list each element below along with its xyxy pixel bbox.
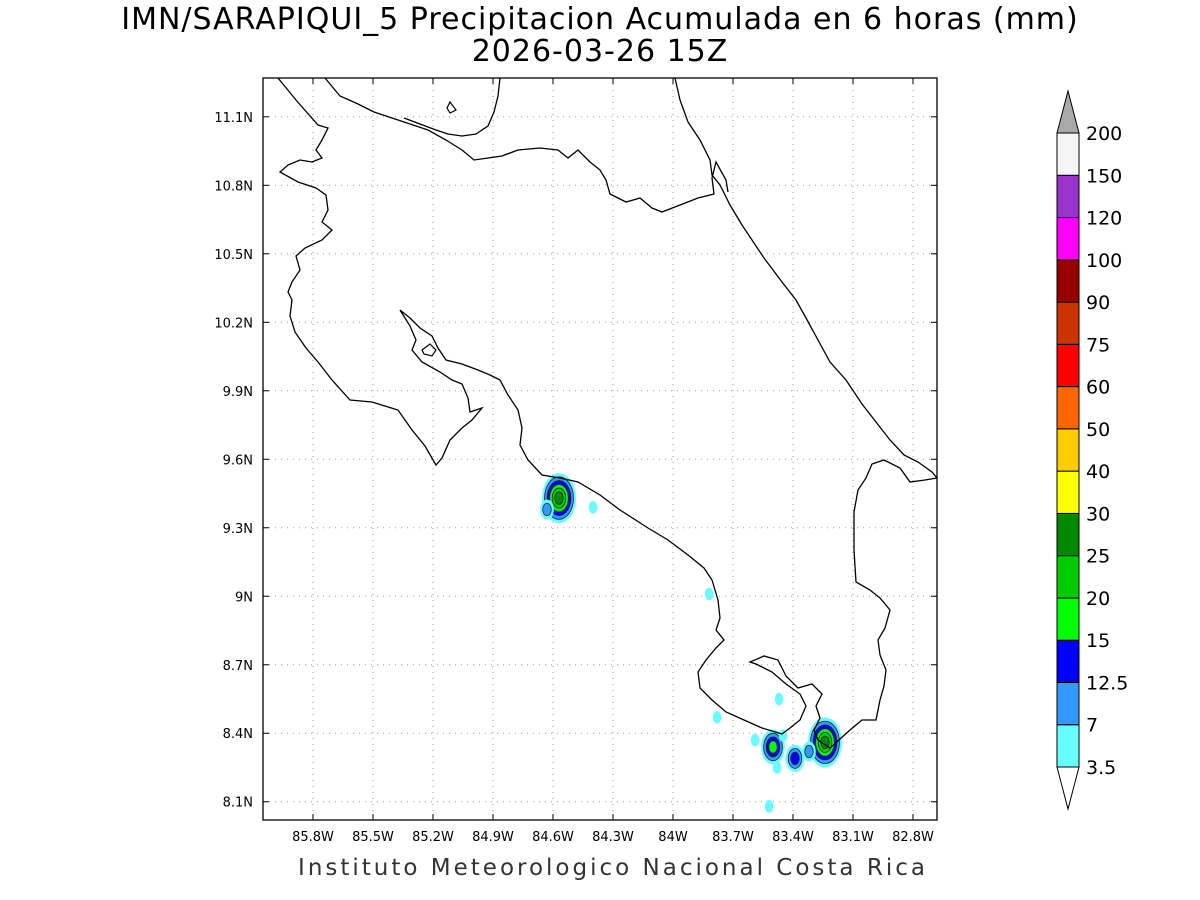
colorbar-label: 40 bbox=[1086, 461, 1110, 483]
colorbar-swatch bbox=[1056, 386, 1080, 430]
coastline-nicoya-island bbox=[421, 343, 437, 357]
x-tick-label: 85.8W bbox=[292, 830, 334, 845]
colorbar-swatch bbox=[1056, 132, 1080, 176]
coastline-island bbox=[446, 100, 457, 114]
x-tick-label: 82.8W bbox=[892, 830, 934, 845]
colorbar-label: 75 bbox=[1086, 334, 1110, 356]
x-tick-label: 84.9W bbox=[472, 830, 514, 845]
colorbar-swatch bbox=[1056, 639, 1080, 683]
coastline-lake-shore-north bbox=[403, 78, 501, 137]
colorbar-swatch bbox=[1056, 681, 1080, 726]
y-tick-label: 9.3N bbox=[223, 522, 253, 537]
precip-level-3.5 bbox=[588, 500, 598, 514]
y-tick-label: 11.1N bbox=[214, 111, 253, 126]
x-tick-label: 83.7W bbox=[712, 830, 754, 845]
central-dot bbox=[704, 587, 714, 601]
precip-level-3.5 bbox=[774, 692, 784, 706]
colorbar-swatch bbox=[1056, 343, 1080, 388]
colorbar-label: 12.5 bbox=[1086, 672, 1128, 694]
y-tick-label: 9.9N bbox=[223, 385, 253, 400]
south-cell-10 bbox=[764, 800, 774, 813]
colorbar-label: 200 bbox=[1086, 123, 1122, 145]
y-tick-label: 8.4N bbox=[223, 727, 253, 742]
south-cell-6 bbox=[712, 711, 722, 724]
precipitation-contours bbox=[540, 473, 842, 813]
coastline-main bbox=[277, 78, 937, 749]
south-cell-4 bbox=[802, 741, 816, 762]
colorbar-label: 25 bbox=[1086, 546, 1110, 568]
y-tick-label: 9N bbox=[235, 590, 253, 605]
precip-level-15 bbox=[768, 740, 778, 754]
y-tick-label: 8.7N bbox=[223, 659, 253, 674]
x-tick-label: 84W bbox=[658, 830, 688, 845]
colorbar-legend: 3.5 7 12.5 15 20 25 30 40 50 60 75 90 100 120 150 200 bbox=[1056, 89, 1128, 811]
footer-credit: Instituto Meteorologico Nacional Costa R… bbox=[298, 855, 928, 881]
colorbar-label: 150 bbox=[1086, 165, 1122, 187]
precip-level-7 bbox=[542, 502, 552, 517]
colorbar-label: 100 bbox=[1086, 250, 1122, 272]
colorbar-swatch bbox=[1056, 597, 1080, 641]
colorbar-label: 30 bbox=[1086, 503, 1110, 525]
x-tick-label: 83.1W bbox=[832, 830, 874, 845]
colorbar-label: 15 bbox=[1086, 630, 1110, 652]
x-tick-label: 83.4W bbox=[772, 830, 814, 845]
coastline-lake-nicaragua bbox=[324, 78, 729, 213]
precip-level-7 bbox=[804, 744, 814, 759]
south-cell-5 bbox=[774, 692, 784, 706]
coastline-caribbean bbox=[674, 78, 937, 479]
colorbar-bottom-arrow bbox=[1056, 766, 1080, 811]
south-cell-2 bbox=[785, 744, 805, 773]
colorbar-swatch bbox=[1056, 301, 1080, 345]
colorbar-swatch bbox=[1056, 512, 1080, 557]
colorbar-swatch bbox=[1056, 428, 1080, 472]
precip-level-3.5 bbox=[704, 587, 714, 601]
south-cell-7 bbox=[750, 733, 760, 747]
sarapiqui-east-cell bbox=[588, 500, 598, 514]
coastline bbox=[277, 78, 937, 749]
colorbar-swatch bbox=[1056, 217, 1080, 261]
colorbar-swatch bbox=[1056, 174, 1080, 219]
y-axis-ticks: 11.1N 10.8N 10.5N 10.2N 9.9N 9.6N 9.3N 9N 8.7N 8.… bbox=[214, 111, 937, 811]
colorbar-swatch bbox=[1056, 724, 1080, 768]
south-cell-9 bbox=[772, 761, 782, 774]
y-tick-label: 9.6N bbox=[223, 453, 253, 468]
sarapiqui-west-cell bbox=[540, 499, 554, 520]
colorbar-label: 20 bbox=[1086, 588, 1110, 610]
colorbar-label: 90 bbox=[1086, 292, 1110, 314]
map-title: IMN/SARAPIQUI_5 Precipitacion Acumulada … bbox=[121, 2, 1079, 37]
map-timestamp: 2026-03-26 15Z bbox=[471, 34, 729, 69]
precip-level-3.5 bbox=[712, 711, 722, 724]
x-tick-label: 85.5W bbox=[352, 830, 394, 845]
graticule-grid bbox=[263, 78, 937, 820]
colorbar-label: 50 bbox=[1086, 419, 1110, 441]
y-tick-label: 10.5N bbox=[214, 248, 253, 263]
x-tick-label: 84.3W bbox=[592, 830, 634, 845]
precip-level-3.5 bbox=[764, 800, 774, 813]
south-cell-1 bbox=[761, 729, 785, 765]
x-tick-label: 85.2W bbox=[412, 830, 454, 845]
precip-level-3.5 bbox=[772, 761, 782, 774]
colorbar-label: 7 bbox=[1086, 715, 1098, 737]
y-tick-label: 10.2N bbox=[214, 316, 253, 331]
colorbar-label: 120 bbox=[1086, 208, 1122, 230]
colorbar-label: 3.5 bbox=[1086, 757, 1116, 779]
precip-level-25 bbox=[554, 491, 564, 505]
map-frame bbox=[262, 77, 938, 821]
colorbar-label: 60 bbox=[1086, 377, 1110, 399]
y-tick-label: 10.8N bbox=[214, 179, 253, 194]
colorbar-swatch bbox=[1056, 555, 1080, 599]
x-axis-ticks: 85.8W 85.5W 85.2W 84.9W 84.6W 84.3W 84W 83.7W 83… bbox=[292, 78, 934, 845]
precip-level-12.5 bbox=[790, 751, 800, 766]
precip-level-3.5 bbox=[750, 733, 760, 747]
colorbar-top-arrow bbox=[1056, 89, 1080, 134]
y-tick-label: 8.1N bbox=[223, 796, 253, 811]
colorbar-swatch bbox=[1056, 259, 1080, 303]
x-tick-label: 84.6W bbox=[532, 830, 574, 845]
colorbar-swatch bbox=[1056, 470, 1080, 514]
